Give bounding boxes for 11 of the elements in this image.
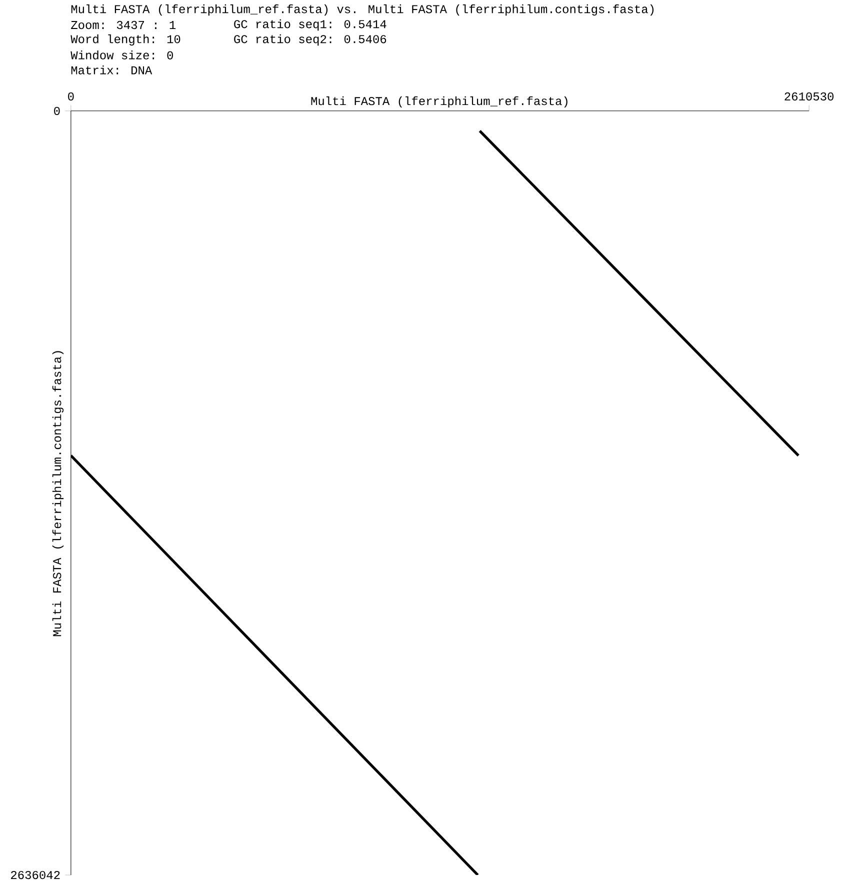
text: Matrix: DNA [71,66,152,74]
text: GC ratio seq1: 0.5414 [234,19,386,31]
y-axis-title: Multi FASTA (lferriphilum.contigs.fasta) [52,351,64,636]
x-axis-title: Multi FASTA (lferriphilum_ref.fasta) [311,96,568,108]
x-tick-label: 2610530 [784,92,834,101]
y-tick-label: 2636042 [11,870,60,880]
text: Window size: 0 [70,50,173,60]
text: GC ratio seq2: 0.5406 [234,34,386,46]
text: Zoom: 3437 : 1 [71,20,176,30]
text: Word length: 10 [70,34,180,46]
chart-title: Multi FASTA (lferriphilum_ref.fasta) vs. Multi FASTA (lferriphilum.contigs.fasta) [71,4,654,16]
